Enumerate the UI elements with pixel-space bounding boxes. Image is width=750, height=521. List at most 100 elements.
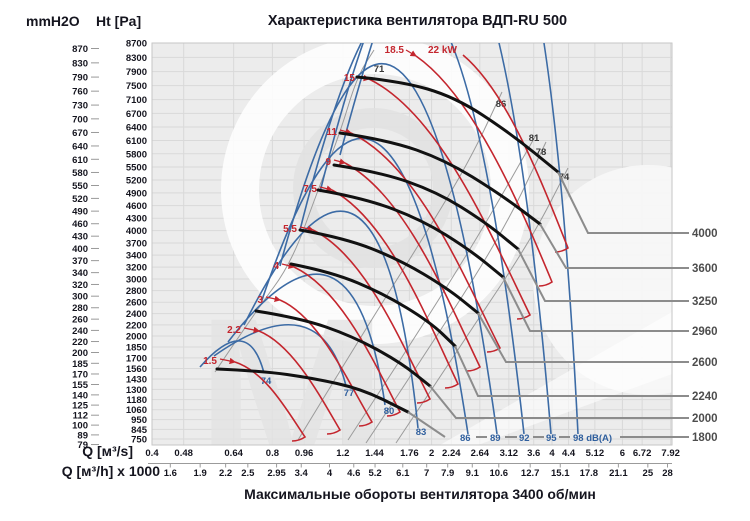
rpm-label-3600: 3600: [692, 263, 718, 275]
noise-label-98 dB(A): 98 dB(A): [573, 433, 612, 444]
pa-tick-label: 2400: [126, 309, 147, 320]
power-curve-1.5: [234, 361, 307, 442]
m3s-tick-label: 7.92: [661, 448, 680, 459]
rpm-tail-2600: [477, 312, 672, 363]
pa-tick-label: 4300: [126, 214, 147, 225]
m3h-tick-label: 4.6: [347, 468, 360, 479]
m3h-tick-label: 15.1: [551, 468, 570, 479]
chart-title: Характеристика вентилятора ВДП-RU 500: [267, 13, 568, 29]
mm-tick-label: 155: [72, 380, 89, 391]
rpm-curve-3600: [338, 131, 542, 226]
pa-tick-label: 5800: [126, 149, 147, 160]
pa-tick-label: 3000: [126, 274, 147, 285]
power-arrow-3: [265, 295, 282, 303]
rpm-label-2960: 2960: [692, 326, 718, 338]
m3h-tick-label: 21.1: [609, 468, 628, 479]
m3s-tick-label: 6: [620, 448, 625, 459]
max-rpm-note: Максимальные обороты вентилятора 3400 об…: [244, 486, 596, 502]
noise-label-83: 83: [416, 427, 427, 438]
m3h-tick-label: 7.9: [441, 468, 454, 479]
rpm-curve-2600: [298, 228, 480, 315]
noise-curve-83: [243, 210, 419, 429]
m3h-tick-label: 2.2: [219, 468, 232, 479]
mm-tick-label: 89: [77, 430, 88, 441]
rpm-label-2000: 2000: [692, 413, 718, 425]
pa-tick-label: 750: [131, 435, 147, 446]
noise-label-95: 95: [546, 433, 557, 444]
power-label-2.2: 2.2: [227, 325, 241, 336]
mm-tick-label: 125: [72, 401, 89, 412]
pa-tick-label: 7900: [126, 67, 147, 78]
power-arrow-11: [339, 128, 353, 135]
power-label-15: 15: [344, 73, 356, 84]
power-arrow-18.5: [405, 49, 417, 57]
m3s-tick-label: 0.96: [295, 448, 314, 459]
mm-tick-label: 140: [72, 390, 88, 401]
mm-tick-label: 320: [72, 280, 88, 291]
noise-label-74: 74: [261, 376, 272, 387]
mm-tick-label: 220: [72, 337, 88, 348]
mm-tick-label: 79: [77, 440, 88, 451]
power-curve-9: [344, 162, 482, 372]
m3s-tick-label: 2.64: [471, 448, 490, 459]
m3s-tick-label: 0.64: [224, 448, 243, 459]
mm-tick-label: 430: [72, 232, 88, 243]
m3h-tick-label: 17.8: [580, 468, 599, 479]
rpm-label-2600: 2600: [692, 357, 718, 369]
pa-tick-label: 7500: [126, 81, 147, 92]
efficiency-label-81: 81: [529, 133, 540, 144]
power-curve-7.5: [331, 189, 460, 389]
power-label-4: 4: [273, 261, 279, 272]
pa-tick-label: 6100: [126, 136, 147, 147]
power-arrow-9: [333, 158, 347, 165]
m3s-tick-label: 6.72: [633, 448, 652, 459]
power-label-18.5: 18.5: [385, 45, 405, 56]
rpm-tail-2960: [502, 276, 672, 332]
pa-tick-label: 845: [131, 425, 148, 436]
rpm-label-2240: 2240: [692, 391, 718, 403]
efficiency-label-71: 71: [374, 64, 385, 75]
rpm-label-3250: 3250: [692, 296, 718, 308]
noise-curve-74: [199, 340, 265, 374]
pa-tick-label: 2200: [126, 320, 147, 331]
mm-tick-label: 830: [72, 58, 88, 69]
pa-tick-label: 950: [131, 415, 147, 426]
y-axis-labels: 8700 8300 7900 7500 7100 6700 6400 6100 5800 5500…: [72, 39, 148, 452]
m3h-tick-label: 9.1: [466, 468, 480, 479]
mm-tick-label: 760: [72, 87, 88, 98]
power-label-1.5: 1.5: [203, 356, 217, 367]
power-curve-18.5: [415, 55, 553, 287]
pa-tick-label: 1430: [126, 375, 147, 386]
rpm-tail-2000: [429, 385, 672, 419]
x-axis-title-m3s: Q [м³/s]: [82, 443, 133, 459]
noise-label-86: 86: [460, 433, 471, 444]
m3s-tick-label: 3.6: [527, 448, 540, 459]
m3h-tick-label: 25: [643, 468, 654, 479]
power-label-11: 11: [326, 127, 337, 138]
noise-label-89: 89: [490, 433, 501, 444]
rpm-curve-2240: [289, 262, 457, 348]
pa-tick-label: 3400: [126, 251, 147, 262]
rpm-tail-3600: [539, 223, 672, 269]
power-curve-22 kW: [462, 54, 569, 253]
m3s-tick-label: 0.8: [266, 448, 279, 459]
power-arrow-5.5: [299, 225, 315, 232]
m3s-tick-label: 1.2: [336, 448, 349, 459]
m3h-tick-label: 10.6: [490, 468, 509, 479]
m3s-tick-label: 2.24: [442, 448, 461, 459]
y-axis-title-pa: Ht [Pa]: [96, 13, 142, 29]
efficiency-line-81: [347, 134, 537, 441]
m3s-tick-label: 0.4: [145, 448, 159, 459]
efficiency-label-78: 78: [536, 147, 547, 158]
pa-tick-label: 2000: [126, 332, 147, 343]
rpm-label-1800: 1800: [692, 432, 718, 444]
mm-tick-label: 520: [72, 194, 88, 205]
mm-tick-label: 730: [72, 101, 88, 112]
noise-curve-80: [227, 273, 386, 406]
m3s-tick-label: 3.12: [500, 448, 519, 459]
m3h-tick-label: 2.95: [267, 468, 286, 479]
mm-tick-label: 280: [72, 303, 88, 314]
power-label-9: 9: [325, 157, 331, 168]
